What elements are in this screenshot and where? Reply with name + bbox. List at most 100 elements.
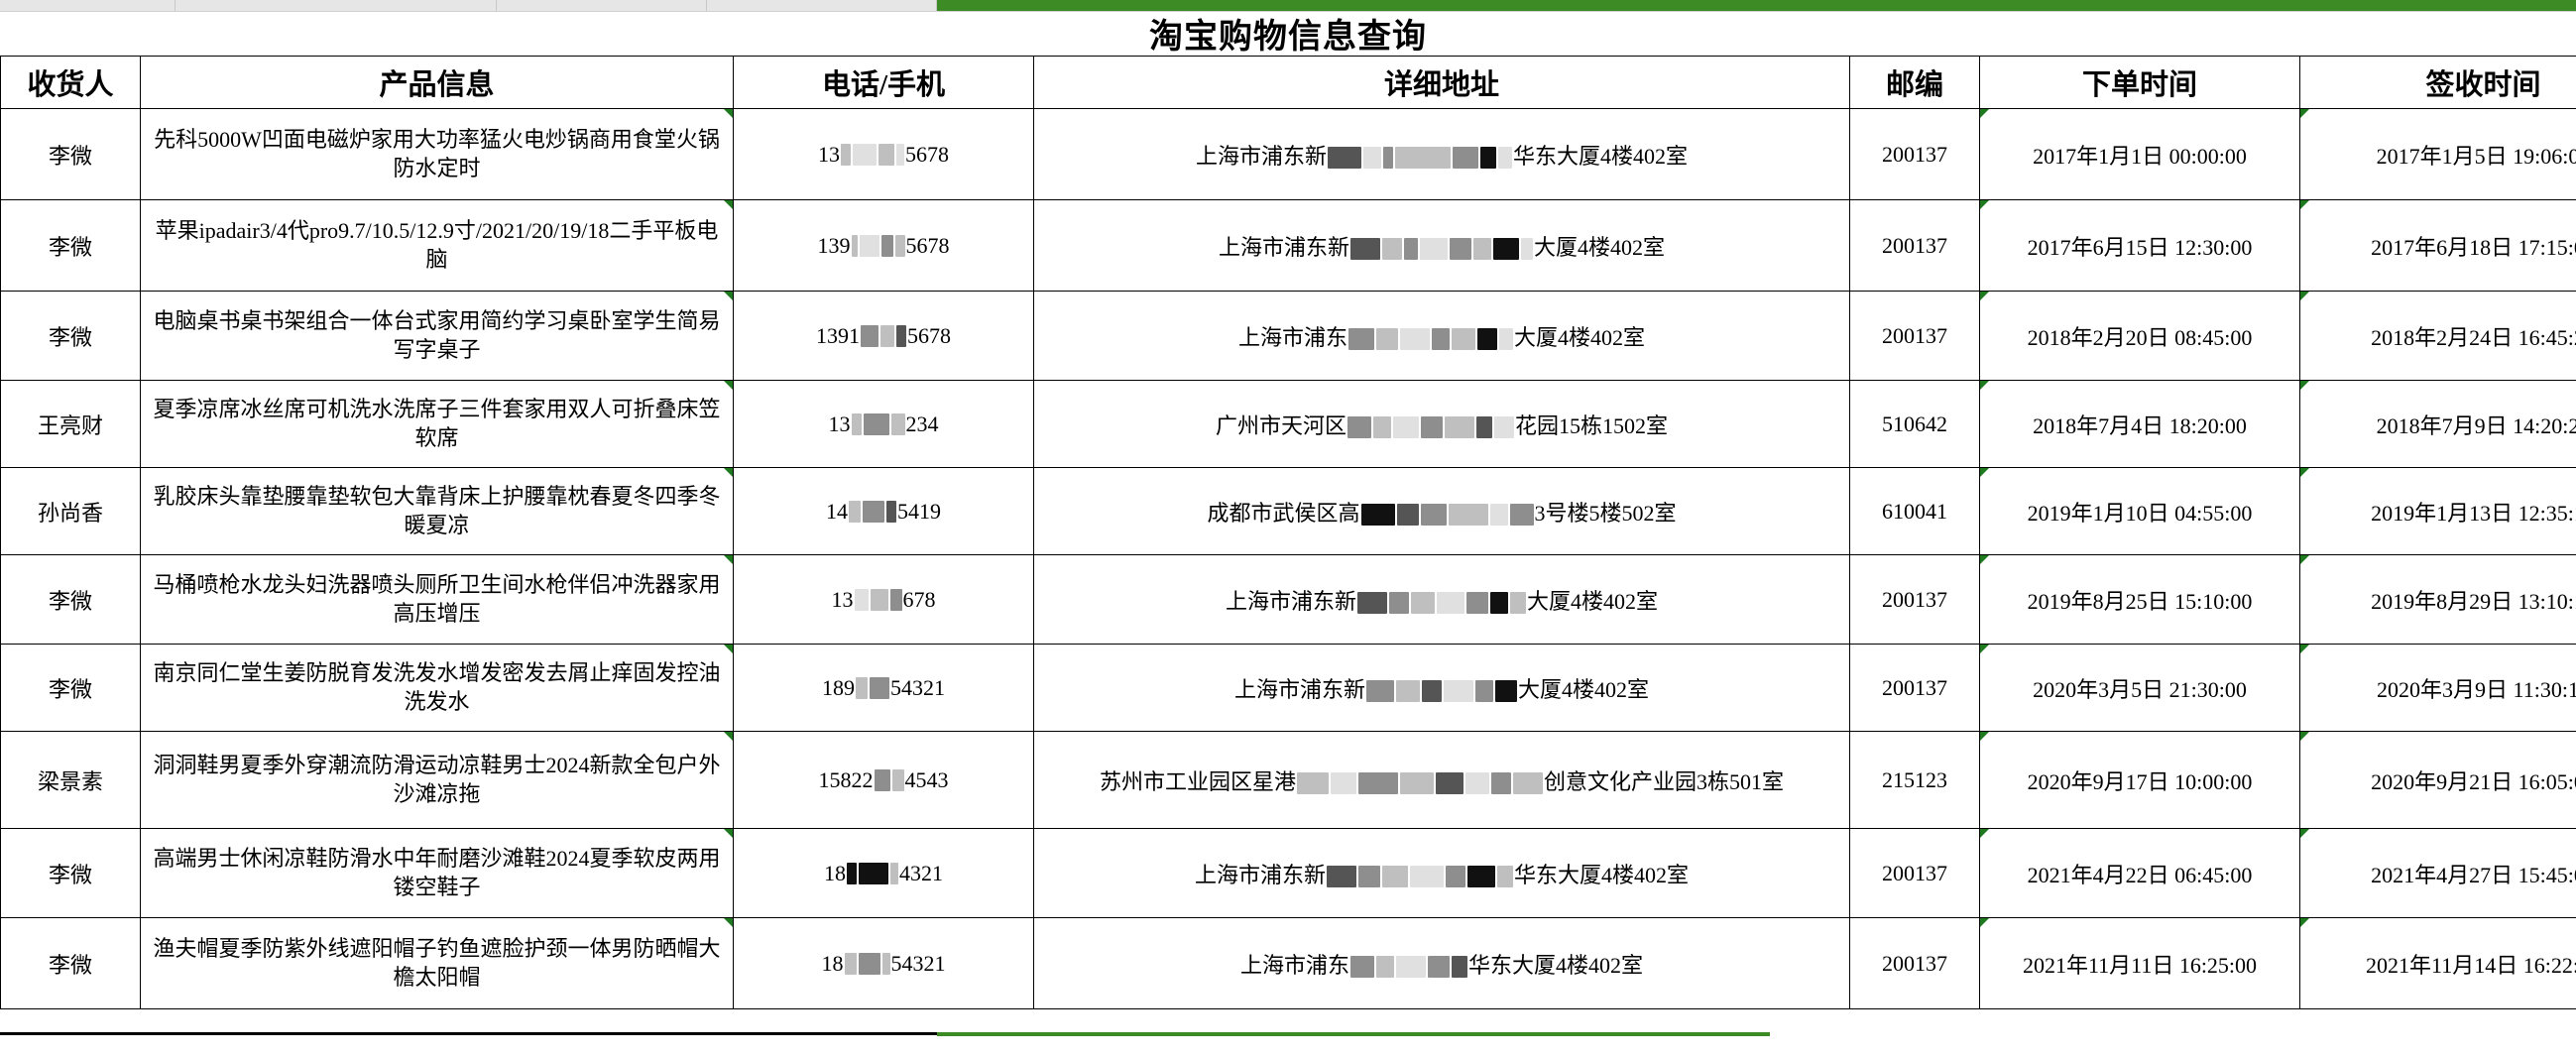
- column-header-product[interactable]: 产品信息: [140, 56, 734, 109]
- table-row[interactable]: 李微 渔夫帽夏季防紫外线遮阳帽子钓鱼遮脸护颈一体男防晒帽大檐太阳帽 18 54321 上…: [0, 917, 2576, 1009]
- cell-postcode[interactable]: 200137: [1849, 828, 1980, 918]
- cell-recipient[interactable]: 王亮财: [0, 380, 141, 468]
- column-header-recv-time[interactable]: 签收时间: [2299, 56, 2576, 109]
- cell-phone[interactable]: 139 5678: [733, 199, 1034, 292]
- cell-address[interactable]: 成都市武侯区高 3号楼5楼502室: [1033, 467, 1850, 555]
- cell-recipient[interactable]: 李微: [0, 554, 141, 645]
- cell-recv-time[interactable]: 2021年4月27日 15:45:02: [2299, 828, 2576, 918]
- selection-highlight-bottom: [937, 1032, 1770, 1036]
- cell-order-time[interactable]: 2020年9月17日 10:00:00: [1979, 731, 2300, 829]
- cell-phone[interactable]: 15822 4543: [733, 731, 1034, 829]
- cell-recipient[interactable]: 李微: [0, 917, 141, 1009]
- table-row[interactable]: 李微 先科5000W凹面电磁炉家用大功率猛火电炒锅商用食堂火锅防水定时 13 5678…: [0, 108, 2576, 200]
- cell-phone[interactable]: 189 54321: [733, 644, 1034, 732]
- table-row[interactable]: 孙尚香 乳胶床头靠垫腰靠垫软包大靠背床上护腰靠枕春夏冬四季冬暖夏凉 14 5419 成都…: [0, 467, 2576, 555]
- cell-postcode[interactable]: 200137: [1849, 291, 1980, 381]
- cell-recv-time[interactable]: 2018年7月9日 14:20:24: [2299, 380, 2576, 468]
- cell-recipient[interactable]: 李微: [0, 291, 141, 381]
- cell-address[interactable]: 上海市浦东新 大厦4楼402室: [1033, 644, 1850, 732]
- cell-product[interactable]: 南京同仁堂生姜防脱育发洗发水增发密发去屑止痒固发控油洗发水: [140, 644, 734, 732]
- cell-recipient[interactable]: 梁景素: [0, 731, 141, 829]
- cell-address[interactable]: 上海市浦东新 华东大厦4楼402室: [1033, 828, 1850, 918]
- cell-order-time[interactable]: 2018年2月20日 08:45:00: [1979, 291, 2300, 381]
- phone-value: 139 5678: [818, 233, 950, 259]
- redaction-block: [1376, 328, 1398, 351]
- cell-recv-time[interactable]: 2020年9月21日 16:05:01: [2299, 731, 2576, 829]
- column-divider[interactable]: [936, 0, 937, 11]
- cell-order-time[interactable]: 2021年11月11日 16:25:00: [1979, 917, 2300, 1009]
- redaction-block: [1396, 956, 1426, 979]
- cell-order-time[interactable]: 2019年8月25日 15:10:00: [1979, 554, 2300, 645]
- cell-product[interactable]: 先科5000W凹面电磁炉家用大功率猛火电炒锅商用食堂火锅防水定时: [140, 108, 734, 200]
- column-divider[interactable]: [706, 0, 707, 11]
- cell-product[interactable]: 电脑桌书桌书架组合一体台式家用简约学习桌卧室学生简易写字桌子: [140, 291, 734, 381]
- cell-product[interactable]: 渔夫帽夏季防紫外线遮阳帽子钓鱼遮脸护颈一体男防晒帽大檐太阳帽: [140, 917, 734, 1009]
- cell-product[interactable]: 洞洞鞋男夏季外穿潮流防滑运动凉鞋男士2024新款全包户外沙滩凉拖: [140, 731, 734, 829]
- cell-product[interactable]: 夏季凉席冰丝席可机洗水洗席子三件套家用双人可折叠床笠软席: [140, 380, 734, 468]
- column-header-address[interactable]: 详细地址: [1033, 56, 1850, 109]
- column-header-postcode[interactable]: 邮编: [1849, 56, 1980, 109]
- cell-recipient[interactable]: 李微: [0, 644, 141, 732]
- cell-recipient[interactable]: 李微: [0, 828, 141, 918]
- cell-phone[interactable]: 13 678: [733, 554, 1034, 645]
- table-row[interactable]: 梁景素 洞洞鞋男夏季外穿潮流防滑运动凉鞋男士2024新款全包户外沙滩凉拖 15822…: [0, 731, 2576, 829]
- cell-recv-time[interactable]: 2018年2月24日 16:45:25: [2299, 291, 2576, 381]
- cell-recv-time[interactable]: 2020年3月9日 11:30:12: [2299, 644, 2576, 732]
- cell-recv-time[interactable]: 2017年6月18日 17:15:01: [2299, 199, 2576, 292]
- cell-recipient[interactable]: 孙尚香: [0, 467, 141, 555]
- cell-recv-time[interactable]: 2019年1月13日 12:35:12: [2299, 467, 2576, 555]
- cell-order-time[interactable]: 2021年4月22日 06:45:00: [1979, 828, 2300, 918]
- cell-postcode[interactable]: 200137: [1849, 644, 1980, 732]
- cell-phone[interactable]: 18 4321: [733, 828, 1034, 918]
- cell-postcode[interactable]: 510642: [1849, 380, 1980, 468]
- cell-phone[interactable]: 13 234: [733, 380, 1034, 468]
- cell-phone[interactable]: 14 5419: [733, 467, 1034, 555]
- table-row[interactable]: 李微 高端男士休闲凉鞋防滑水中年耐磨沙滩鞋2024夏季软皮两用镂空鞋子 18 4321…: [0, 828, 2576, 918]
- redaction-block: [1358, 866, 1380, 888]
- cell-order-time[interactable]: 2018年7月4日 18:20:00: [1979, 380, 2300, 468]
- table-row[interactable]: 李微 苹果ipadair3/4代pro9.7/10.5/12.9寸/2021/20…: [0, 199, 2576, 292]
- cell-address[interactable]: 上海市浦东新 大厦4楼402室: [1033, 554, 1850, 645]
- cell-order-time[interactable]: 2017年1月1日 00:00:00: [1979, 108, 2300, 200]
- cell-recipient[interactable]: 李微: [0, 199, 141, 292]
- address-suffix: 大厦4楼402室: [1534, 234, 1666, 260]
- cell-phone[interactable]: 18 54321: [733, 917, 1034, 1009]
- comment-indicator-icon: [1980, 292, 1989, 300]
- cell-postcode[interactable]: 200137: [1849, 199, 1980, 292]
- cell-postcode[interactable]: 200137: [1849, 108, 1980, 200]
- cell-order-time[interactable]: 2019年1月10日 04:55:00: [1979, 467, 2300, 555]
- cell-recv-time[interactable]: 2017年1月5日 19:06:01: [2299, 108, 2576, 200]
- address-suffix: 创意文化产业园3栋501室: [1544, 768, 1785, 794]
- cell-recv-time[interactable]: 2019年8月29日 13:10:16: [2299, 554, 2576, 645]
- cell-order-time[interactable]: 2020年3月5日 21:30:00: [1979, 644, 2300, 732]
- cell-phone[interactable]: 13 5678: [733, 108, 1034, 200]
- cell-product[interactable]: 乳胶床头靠垫腰靠垫软包大靠背床上护腰靠枕春夏冬四季冬暖夏凉: [140, 467, 734, 555]
- cell-address[interactable]: 上海市浦东新 华东大厦4楼402室: [1033, 108, 1850, 200]
- cell-address[interactable]: 苏州市工业园区星港 创意文化产业园3栋501室: [1033, 731, 1850, 829]
- column-header-recipient[interactable]: 收货人: [0, 56, 141, 109]
- cell-address[interactable]: 广州市天河区 花园15栋1502室: [1033, 380, 1850, 468]
- cell-order-time[interactable]: 2017年6月15日 12:30:00: [1979, 199, 2300, 292]
- cell-recv-time[interactable]: 2021年11月14日 16:22:01: [2299, 917, 2576, 1009]
- cell-postcode[interactable]: 610041: [1849, 467, 1980, 555]
- cell-address[interactable]: 上海市浦东 华东大厦4楼402室: [1033, 917, 1850, 1009]
- cell-postcode[interactable]: 200137: [1849, 917, 1980, 1009]
- table-row[interactable]: 李微 马桶喷枪水龙头妇洗器喷头厕所卫生间水枪伴侣冲洗器家用高压增压 13 678 上海市…: [0, 554, 2576, 645]
- column-header-order-time[interactable]: 下单时间: [1979, 56, 2300, 109]
- cell-phone[interactable]: 1391 5678: [733, 291, 1034, 381]
- table-row[interactable]: 李微 电脑桌书桌书架组合一体台式家用简约学习桌卧室学生简易写字桌子 1391 5678…: [0, 291, 2576, 381]
- table-row[interactable]: 王亮财 夏季凉席冰丝席可机洗水洗席子三件套家用双人可折叠床笠软席 13 234 广州市天…: [0, 380, 2576, 468]
- cell-postcode[interactable]: 200137: [1849, 554, 1980, 645]
- cell-product[interactable]: 高端男士休闲凉鞋防滑水中年耐磨沙滩鞋2024夏季软皮两用镂空鞋子: [140, 828, 734, 918]
- cell-product[interactable]: 马桶喷枪水龙头妇洗器喷头厕所卫生间水枪伴侣冲洗器家用高压增压: [140, 554, 734, 645]
- spreadsheet-column-header-strip[interactable]: [0, 0, 2576, 12]
- cell-product[interactable]: 苹果ipadair3/4代pro9.7/10.5/12.9寸/2021/20/1…: [140, 199, 734, 292]
- cell-recipient[interactable]: 李微: [0, 108, 141, 200]
- column-divider[interactable]: [496, 0, 497, 11]
- column-header-phone[interactable]: 电话/手机: [733, 56, 1034, 109]
- table-row[interactable]: 李微 南京同仁堂生姜防脱育发洗发水增发密发去屑止痒固发控油洗发水 189 54321 上…: [0, 644, 2576, 732]
- column-divider[interactable]: [175, 0, 176, 11]
- cell-address[interactable]: 上海市浦东 大厦4楼402室: [1033, 291, 1850, 381]
- cell-postcode[interactable]: 215123: [1849, 731, 1980, 829]
- cell-address[interactable]: 上海市浦东新 大厦4楼402室: [1033, 199, 1850, 292]
